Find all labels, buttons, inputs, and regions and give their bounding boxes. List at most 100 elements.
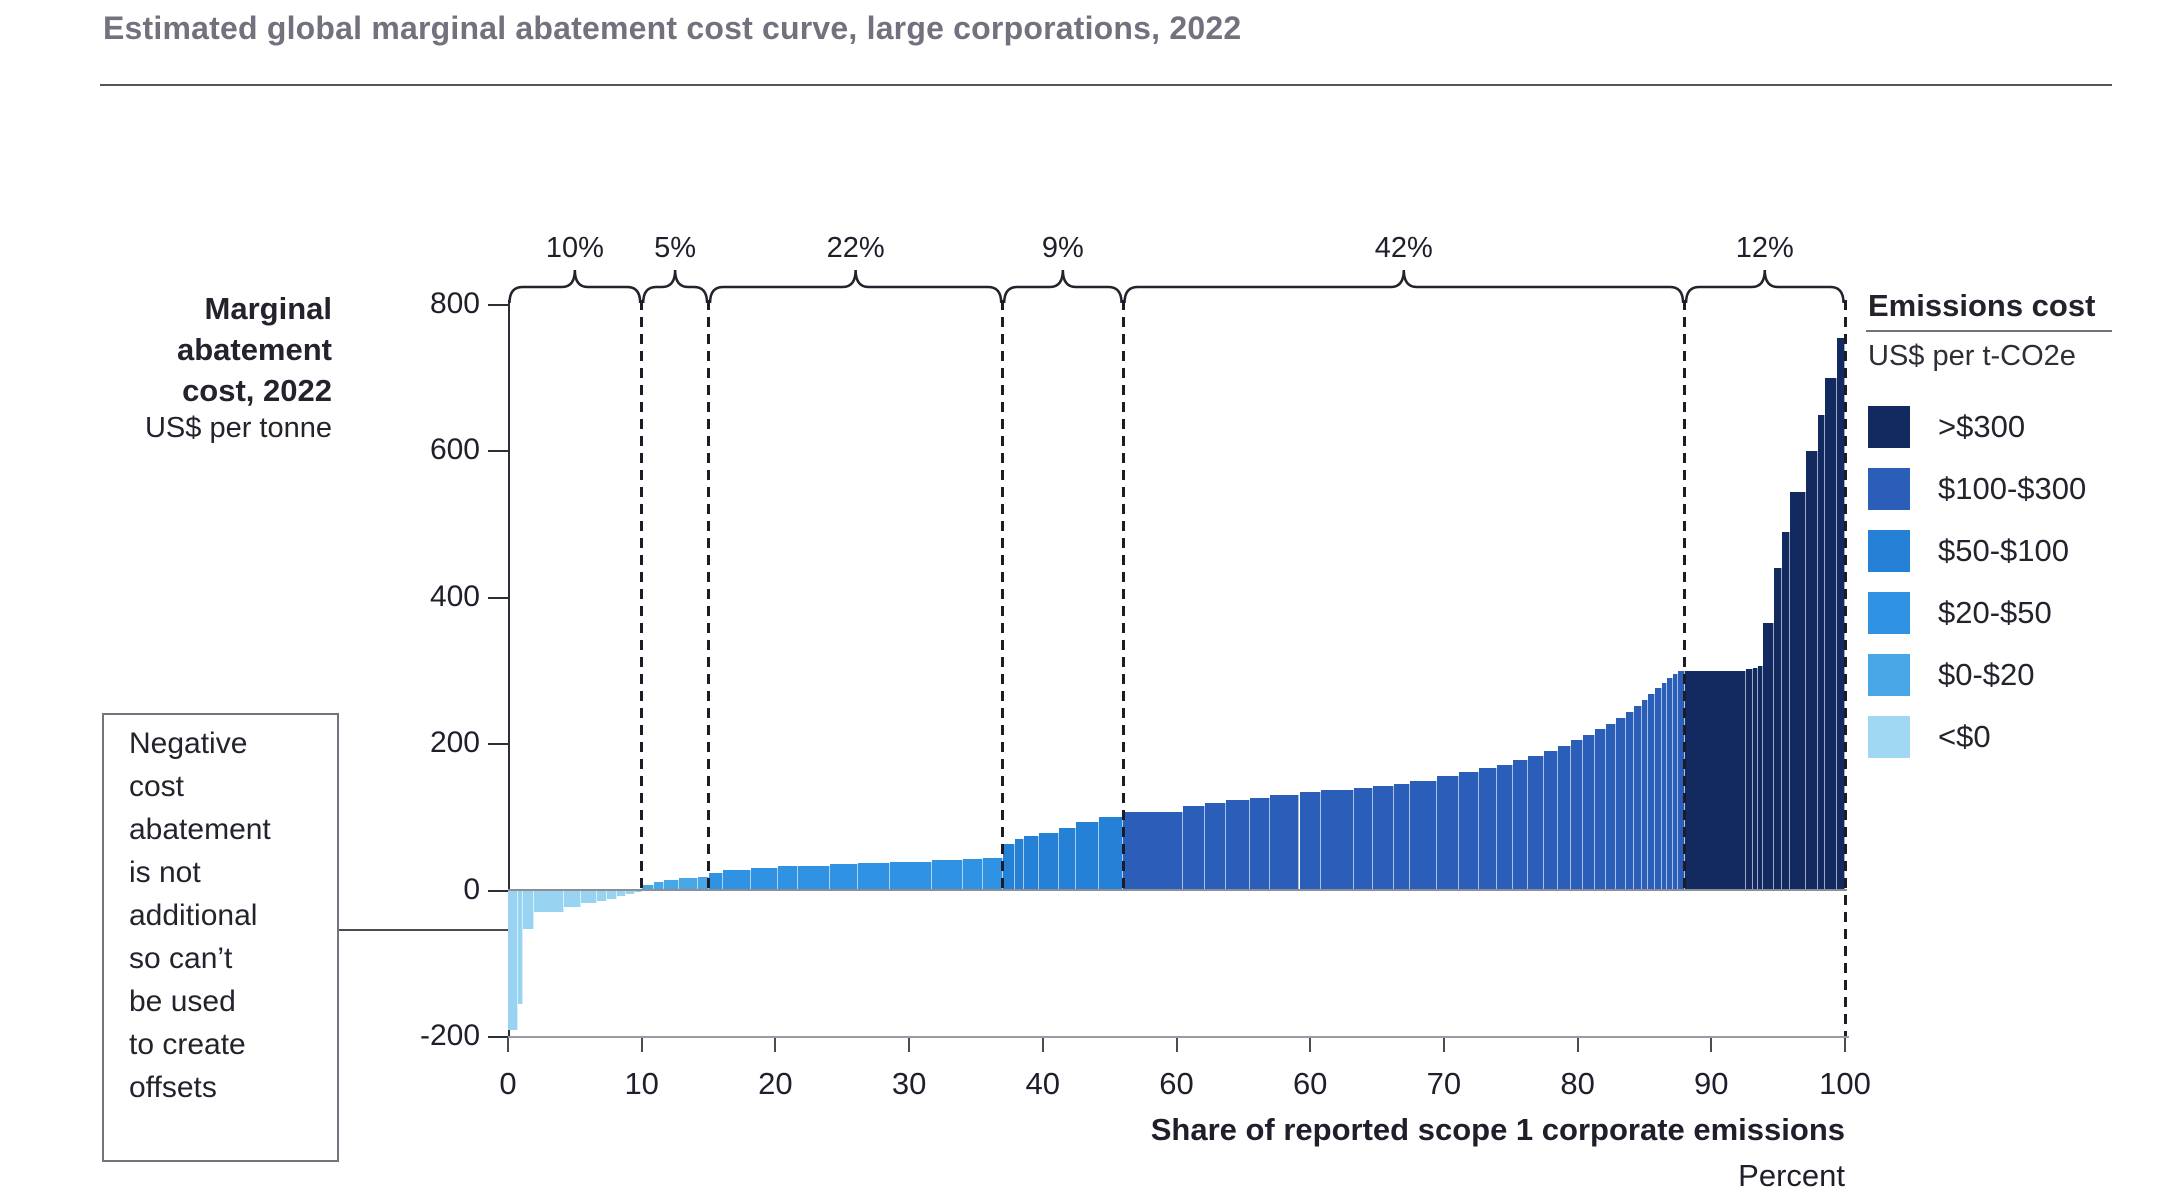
x-axis-tick <box>507 1038 509 1052</box>
page-title: Estimated global marginal abatement cost… <box>103 10 1242 46</box>
bar-<$0 <box>581 890 598 903</box>
bar-$20-$50 <box>798 865 831 891</box>
x-tick-label: 60 <box>1159 1066 1194 1101</box>
legend-label: $100-$300 <box>1938 471 2087 506</box>
x-tick-label: 90 <box>1694 1066 1729 1101</box>
bar-$20-$50 <box>830 864 859 891</box>
bar->$300 <box>1758 665 1764 891</box>
legend-swatch <box>1868 406 1910 448</box>
bar-$100-$300 <box>1655 688 1662 891</box>
bar-$100-$300 <box>1582 735 1595 891</box>
bar-$100-$300 <box>1570 740 1583 891</box>
bar-$100-$300 <box>1672 673 1678 891</box>
bar-<$0 <box>518 890 524 1004</box>
bar-$0-$20 <box>679 878 698 891</box>
annotation-box <box>102 713 339 1162</box>
segment-share-label: 22% <box>826 232 885 264</box>
bar-$100-$300 <box>1299 792 1321 891</box>
segment-share-label: 5% <box>654 232 697 264</box>
bar-$20-$50 <box>708 872 724 891</box>
segment-boundary-dashed-line <box>707 300 711 891</box>
x-tick-label: 80 <box>1560 1066 1595 1101</box>
bar-<$0 <box>597 890 608 901</box>
y-axis-tick <box>488 450 508 453</box>
x-axis-tick <box>1576 1038 1579 1052</box>
x-axis-tick <box>774 1038 777 1052</box>
segment-braces <box>508 269 1845 304</box>
bar-$0-$20 <box>653 882 665 891</box>
bar-$50-$100 <box>1024 836 1039 891</box>
brace-9% <box>1002 269 1123 304</box>
bar-$20-$50 <box>858 862 891 891</box>
legend-label: >$300 <box>1938 409 2026 444</box>
x-axis-tick <box>1041 1038 1044 1052</box>
x-tick-label: 10 <box>624 1066 659 1101</box>
bar-$20-$50 <box>778 866 799 891</box>
bar->$300 <box>1684 670 1747 891</box>
bar-$100-$300 <box>1667 677 1673 891</box>
legend-label: $0-$20 <box>1938 657 2035 692</box>
annotation-connector-line <box>339 929 508 931</box>
bar-$50-$100 <box>1076 822 1099 891</box>
y-tick-label: 0 <box>463 872 480 906</box>
segment-share-label: 12% <box>1735 232 1794 264</box>
y-tick-label: 800 <box>429 286 480 320</box>
bar-$100-$300 <box>1270 795 1300 891</box>
legend-swatch <box>1868 716 1910 758</box>
x-axis-title: Share of reported scope 1 corporate emis… <box>1150 1112 1845 1147</box>
bar-$100-$300 <box>1625 711 1634 891</box>
bar->$300 <box>1782 531 1791 891</box>
bar-$100-$300 <box>1616 717 1626 891</box>
bar->$300 <box>1752 668 1759 891</box>
bar-$0-$20 <box>664 880 680 891</box>
bar-$100-$300 <box>1557 745 1571 891</box>
x-axis-tick <box>1710 1038 1713 1052</box>
bar-$50-$100 <box>1014 839 1025 891</box>
segment-share-label: 42% <box>1374 232 1433 264</box>
brace-10% <box>508 269 642 304</box>
bar-$20-$50 <box>982 857 1003 891</box>
bar->$300 <box>1746 669 1753 891</box>
bar-$100-$300 <box>1437 776 1459 891</box>
bar->$300 <box>1790 491 1807 891</box>
bar-$100-$300 <box>1513 760 1529 891</box>
y-tick-label: -200 <box>419 1018 480 1052</box>
bar-$50-$100 <box>1038 832 1059 891</box>
bar-$100-$300 <box>1354 788 1374 891</box>
bar-$20-$50 <box>723 870 752 891</box>
bar-$100-$300 <box>1410 780 1438 891</box>
legend-title: Emissions cost <box>1868 288 2096 323</box>
segment-boundary-dashed-line <box>640 300 644 891</box>
bar-<$0 <box>626 890 635 895</box>
segment-share-label: 9% <box>1041 232 1084 264</box>
bar-$100-$300 <box>1633 706 1642 891</box>
segment-boundary-dashed-line <box>1121 300 1125 891</box>
annotation-text: Negative cost abatement is not additiona… <box>129 727 271 1104</box>
bar-$0-$20 <box>641 885 654 891</box>
x-axis-line <box>508 1036 1849 1038</box>
brace-5% <box>641 269 709 304</box>
x-tick-label: 0 <box>499 1066 517 1101</box>
bar-$100-$300 <box>1478 768 1498 891</box>
y-tick-label: 600 <box>429 433 480 467</box>
title-divider <box>100 84 2112 86</box>
bar-$100-$300 <box>1250 797 1271 891</box>
bar-<$0 <box>607 890 618 899</box>
legend-label: $20-$50 <box>1938 595 2052 630</box>
bar-$100-$300 <box>1661 682 1668 891</box>
x-tick-label: 100 <box>1819 1066 1871 1101</box>
legend-swatch <box>1868 592 1910 634</box>
segment-boundary-dashed-line <box>1683 300 1687 891</box>
x-tick-label: 60 <box>1292 1066 1328 1101</box>
y-axis-tick <box>488 889 508 892</box>
legend-subtitle: US$ per t-CO2e <box>1868 340 2076 372</box>
bar-$20-$50 <box>931 860 963 891</box>
y-axis-unit: US$ per tonne <box>144 412 332 444</box>
bar->$300 <box>1806 451 1819 891</box>
bar-$100-$300 <box>1528 755 1545 891</box>
y-axis-line <box>508 300 510 1038</box>
brace-42% <box>1123 269 1685 304</box>
bar->$300 <box>1824 378 1837 891</box>
bar-$100-$300 <box>1497 764 1514 891</box>
